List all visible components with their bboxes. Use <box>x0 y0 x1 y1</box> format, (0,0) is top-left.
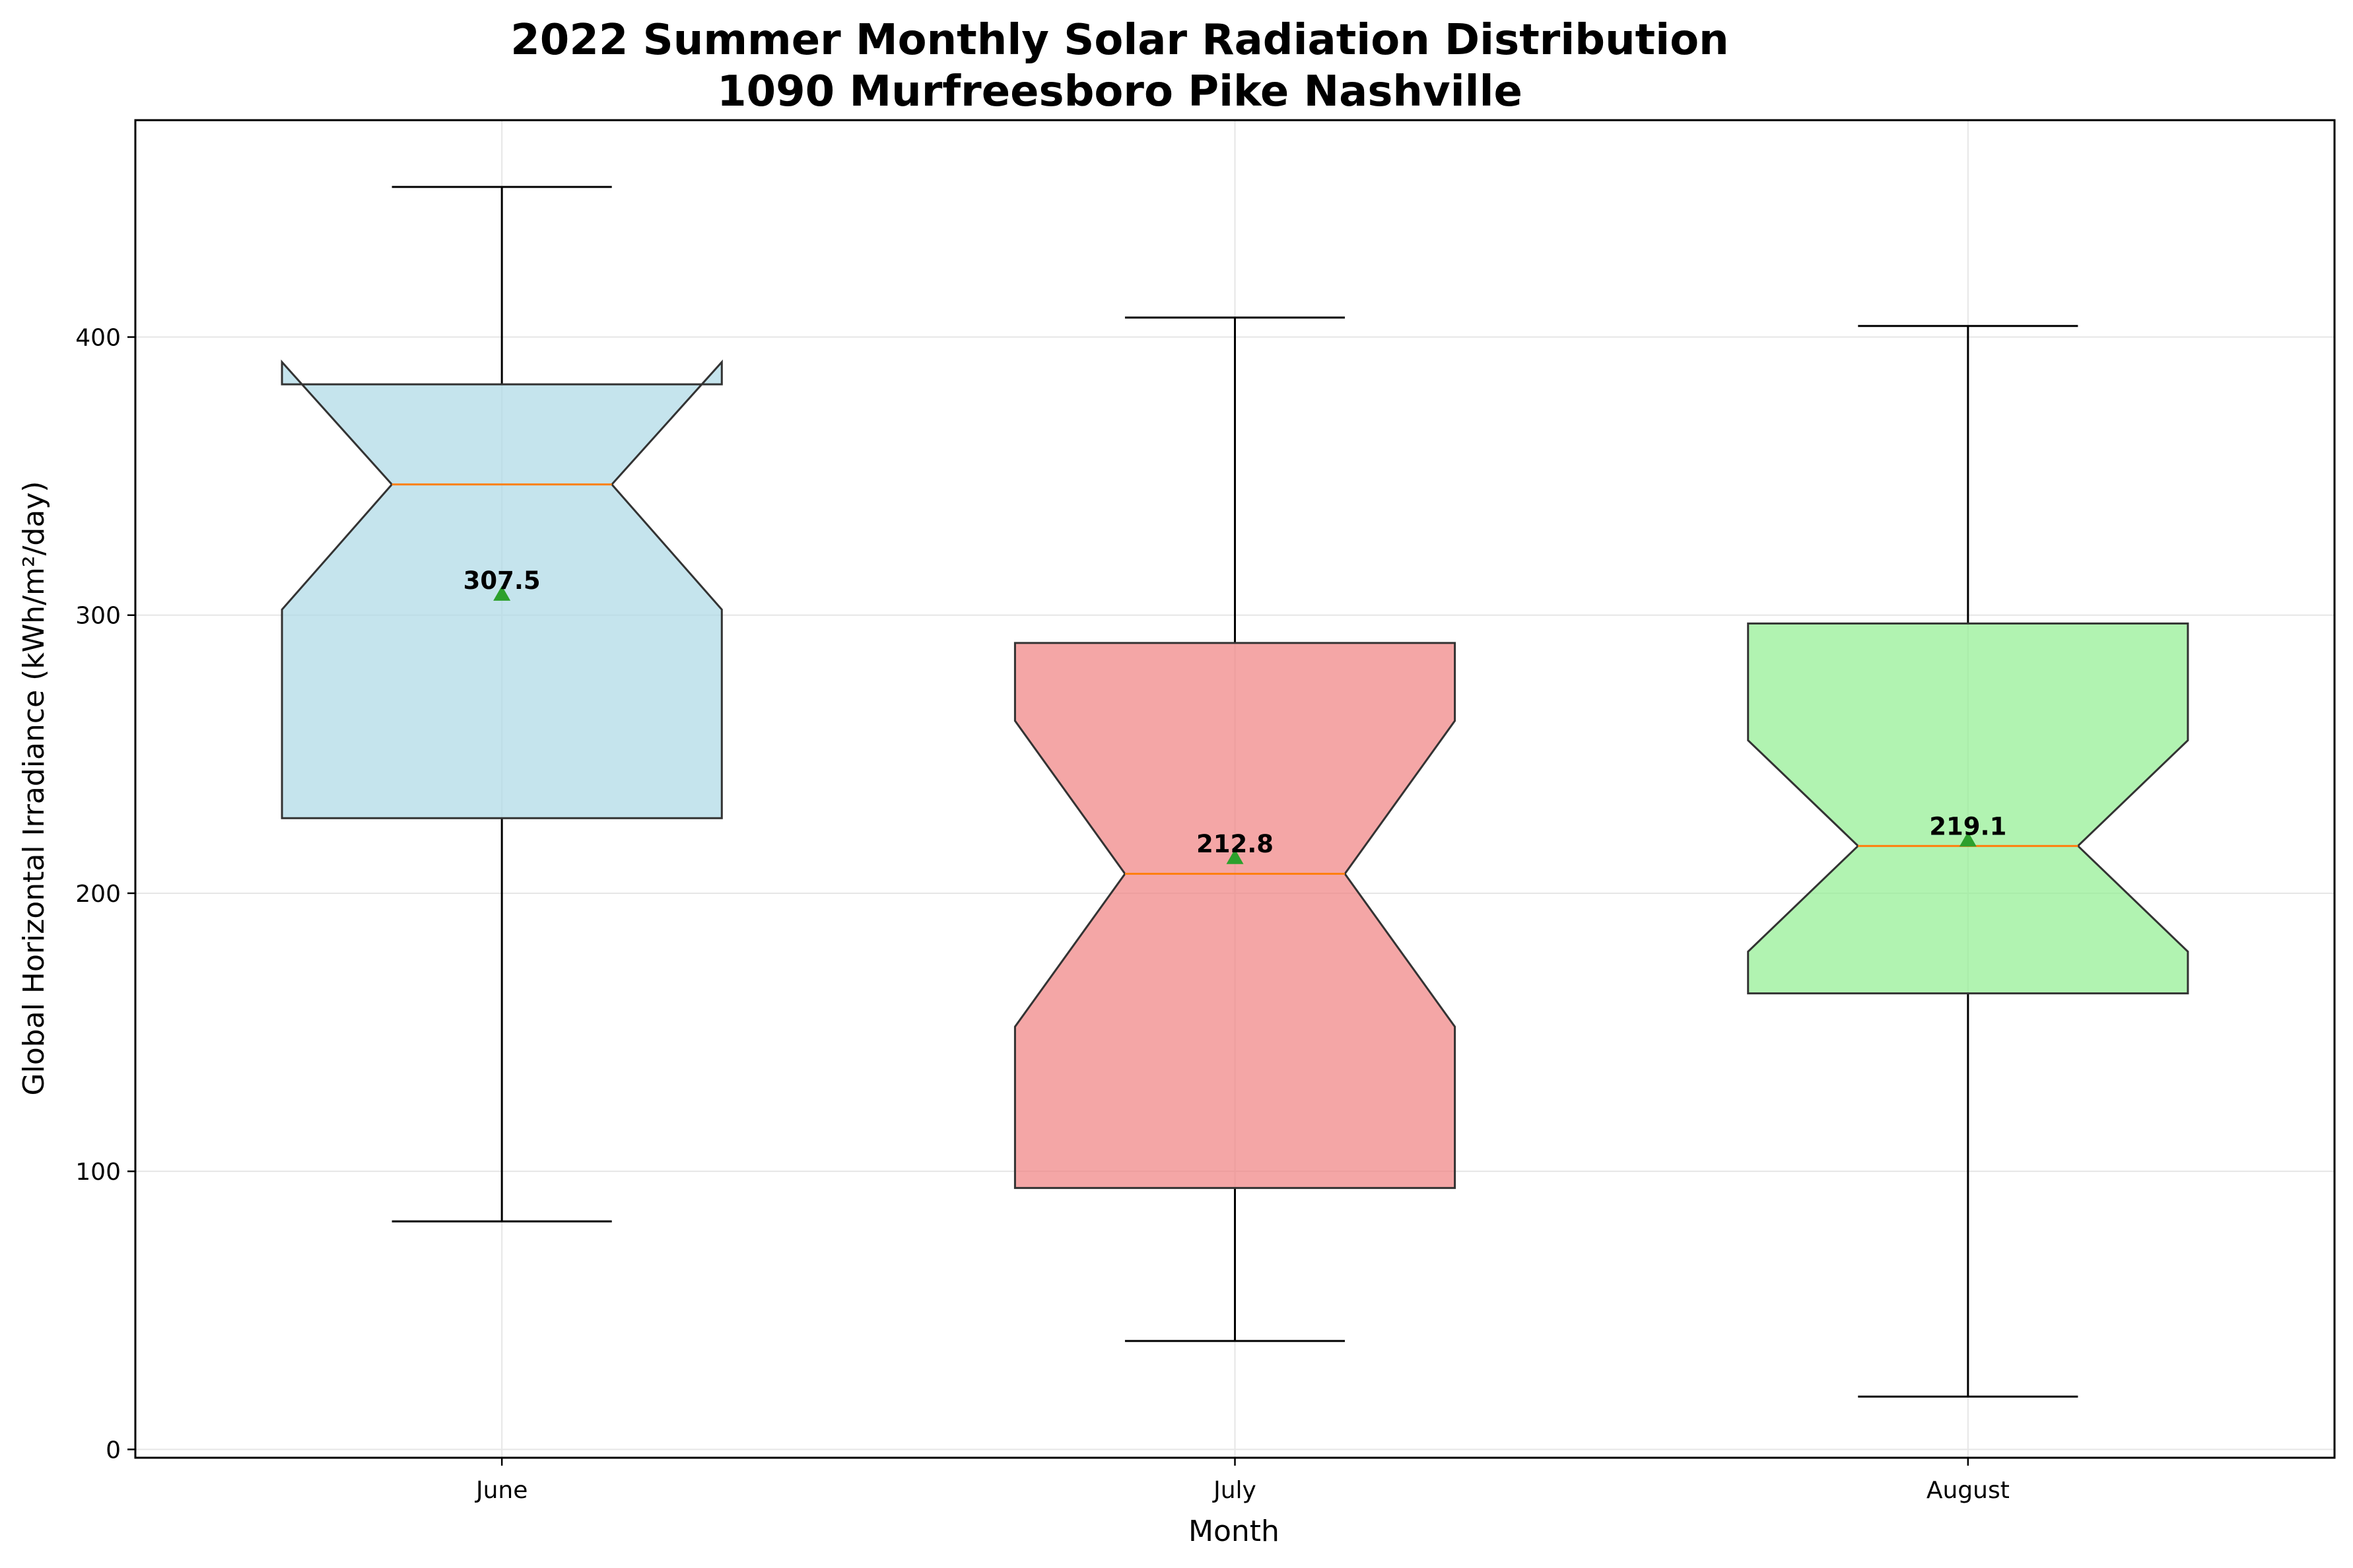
mean-marker <box>1959 831 1977 847</box>
mean-value-label: 307.5 <box>463 566 541 595</box>
notched-box <box>1747 622 2189 995</box>
box-group-july: 212.8 <box>1013 316 1456 1342</box>
box-group-june: 307.5 <box>281 186 723 1223</box>
mean-marker <box>493 586 511 601</box>
mean-value-label: 219.1 <box>1929 813 2006 841</box>
box-plots: 307.5 212.8 219.1 <box>281 186 2189 1398</box>
plot-frame <box>134 119 2336 1459</box>
x-tick-label: August <box>1927 1477 2010 1504</box>
mean-marker <box>1226 849 1244 864</box>
axis-ticks: 0 100 200 300 400 June July August <box>75 325 2010 1504</box>
x-axis-label: Month <box>1188 1515 1279 1548</box>
box-group-august: 219.1 <box>1747 325 2189 1398</box>
x-tick-label: June <box>475 1477 528 1504</box>
mean-value-label: 212.8 <box>1196 830 1274 858</box>
chart-title: 2022 Summer Monthly Solar Radiation Dist… <box>510 16 1728 65</box>
x-tick-label: July <box>1212 1477 1256 1504</box>
y-tick-label: 0 <box>106 1437 121 1464</box>
notched-box <box>1013 642 1456 1189</box>
y-tick-label: 300 <box>75 603 121 630</box>
y-axis-label: Global Horizontal Irradiance (kWh/m²/day… <box>17 481 51 1096</box>
y-tick-label: 200 <box>75 881 121 908</box>
y-tick-label: 100 <box>75 1159 121 1186</box>
chart-subtitle: 1090 Murfreesboro Pike Nashville <box>717 67 1522 116</box>
y-tick-label: 400 <box>75 325 121 352</box>
